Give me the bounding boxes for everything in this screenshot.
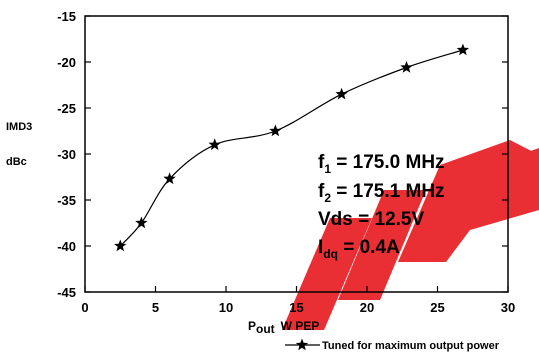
x-axis-label: Pout W PEP bbox=[248, 319, 319, 336]
data-point-star bbox=[335, 87, 348, 100]
data-point-star bbox=[208, 138, 221, 151]
x-axis-label-unit: W PEP bbox=[281, 319, 320, 333]
y-tick-label: -40 bbox=[57, 239, 76, 254]
x-tick-label: 15 bbox=[289, 300, 303, 315]
x-tick-label: 20 bbox=[360, 300, 374, 315]
y-axis-label-line2: dBc bbox=[6, 156, 27, 168]
y-tick-label: -15 bbox=[57, 9, 76, 24]
x-axis-label-sub: out bbox=[256, 322, 275, 336]
y-tick-label: -20 bbox=[57, 55, 76, 70]
series-line bbox=[119, 49, 464, 247]
data-point-star bbox=[400, 61, 413, 73]
x-tick-label: 0 bbox=[81, 300, 88, 315]
y-tick-label: -25 bbox=[57, 101, 76, 116]
legend-star-icon bbox=[295, 338, 309, 351]
annotation-idq: Idq = 0.4A bbox=[318, 237, 400, 261]
data-point-star bbox=[269, 124, 282, 137]
data-point-star bbox=[114, 239, 127, 252]
data-point-star bbox=[135, 216, 148, 229]
annotation-f1: f1 = 175.0 MHz bbox=[318, 152, 445, 176]
x-tick-label: 25 bbox=[430, 300, 444, 315]
y-tick-label: -30 bbox=[57, 147, 76, 162]
x-tick-label: 30 bbox=[501, 300, 515, 315]
annotation-vds: Vds = 12.5V bbox=[318, 209, 424, 230]
annotation-f2: f2 = 175.1 MHz bbox=[318, 181, 445, 205]
y-axis-label-line1: IMD3 bbox=[6, 121, 32, 133]
x-axis-label-main: P bbox=[248, 319, 256, 333]
y-tick-label: -35 bbox=[57, 193, 76, 208]
x-tick-label: 10 bbox=[219, 300, 233, 315]
data-point-star bbox=[456, 43, 470, 56]
conditions-block: f1 = 175.0 MHz f2 = 175.1 MHz Vds = 12.5… bbox=[318, 152, 445, 261]
data-point-star bbox=[163, 172, 176, 185]
x-tick-label: 5 bbox=[152, 300, 159, 315]
watermark-logo bbox=[282, 140, 539, 330]
legend-label: Tuned for maximum output power bbox=[322, 340, 500, 352]
y-tick-label: -45 bbox=[57, 285, 76, 300]
legend: Tuned for maximum output power bbox=[285, 338, 500, 352]
